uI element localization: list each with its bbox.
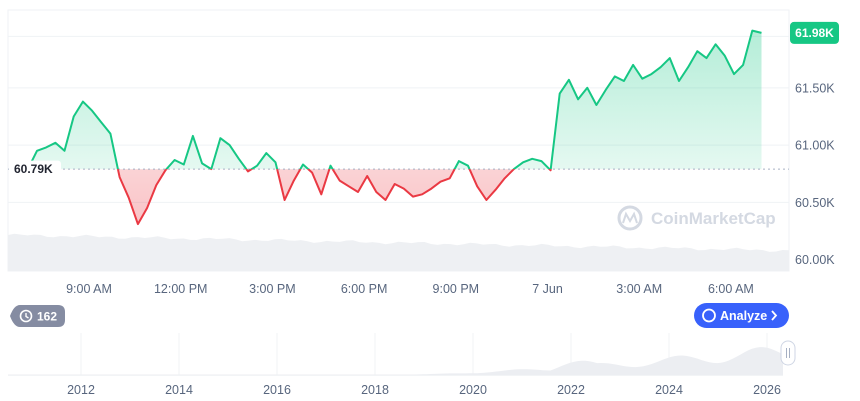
x-tick-label: 6:00 AM — [708, 282, 754, 296]
analyze-button-bg[interactable] — [694, 303, 789, 328]
navigator-year-label: 2022 — [557, 383, 585, 397]
navigator-year-label: 2018 — [361, 383, 389, 397]
cmc-logo-icon — [702, 308, 716, 323]
watermark: CoinMarketCap — [617, 205, 776, 231]
last-price-label: 61.98K — [795, 26, 834, 40]
range-navigator[interactable]: 2012 2014 2016 2018 2020 2022 2024 2026 — [8, 333, 796, 397]
navigator-year-label: 2024 — [655, 383, 683, 397]
x-tick-label: 7 Jun — [532, 282, 563, 296]
watermark-logo-mark — [622, 211, 638, 224]
navigator-year-label: 2016 — [263, 383, 291, 397]
chevron-right-icon — [771, 310, 778, 321]
history-count: 162 — [37, 310, 57, 324]
navigator-handle[interactable] — [780, 340, 796, 366]
y-tick-label: 61.50K — [795, 81, 835, 95]
navigator-year-label: 2026 — [753, 383, 781, 397]
last-price-badge-bg — [790, 21, 839, 44]
y-axis: 60.00K 60.50K 61.00K 61.50K — [795, 81, 835, 267]
x-tick-label: 9:00 PM — [433, 282, 480, 296]
history-icon — [19, 309, 33, 323]
analyze-button[interactable]: Analyze — [694, 303, 789, 328]
baseline-badge: 60.79K — [9, 160, 61, 178]
x-tick-label: 3:00 PM — [249, 282, 296, 296]
x-tick-label: 12:00 PM — [154, 282, 208, 296]
history-icon-hands — [25, 313, 29, 319]
last-price-badge: 61.98K — [790, 21, 839, 44]
y-tick-label: 60.00K — [795, 253, 835, 267]
navigator-history-area — [8, 347, 783, 375]
baseline-price-label: 60.79K — [14, 162, 53, 176]
history-button[interactable]: 162 — [10, 305, 65, 327]
price-line-down — [27, 169, 552, 226]
y-tick-label: 60.50K — [795, 196, 835, 210]
baseline-badge-bg — [9, 160, 61, 178]
volume-bars — [8, 233, 789, 271]
price-line-up — [27, 29, 762, 170]
x-tick-label: 9:00 AM — [66, 282, 112, 296]
x-tick-label: 3:00 AM — [616, 282, 662, 296]
x-tick-label: 6:00 PM — [341, 282, 388, 296]
navigator-year-label: 2020 — [459, 383, 487, 397]
watermark-logo-icon — [617, 205, 643, 231]
x-axis: 9:00 AM 12:00 PM 3:00 PM 6:00 PM 9:00 PM 7 Ju… — [66, 282, 754, 296]
navigator-year-axis: 2012 2014 2016 2018 2020 2022 2024 2026 — [67, 383, 781, 397]
navigator-year-label: 2014 — [165, 383, 193, 397]
watermark-text: CoinMarketCap — [651, 209, 776, 228]
navigator-year-label: 2012 — [67, 383, 95, 397]
y-tick-label: 61.00K — [795, 139, 835, 153]
area-above-baseline — [27, 30, 762, 170]
analyze-label: Analyze — [720, 309, 767, 323]
